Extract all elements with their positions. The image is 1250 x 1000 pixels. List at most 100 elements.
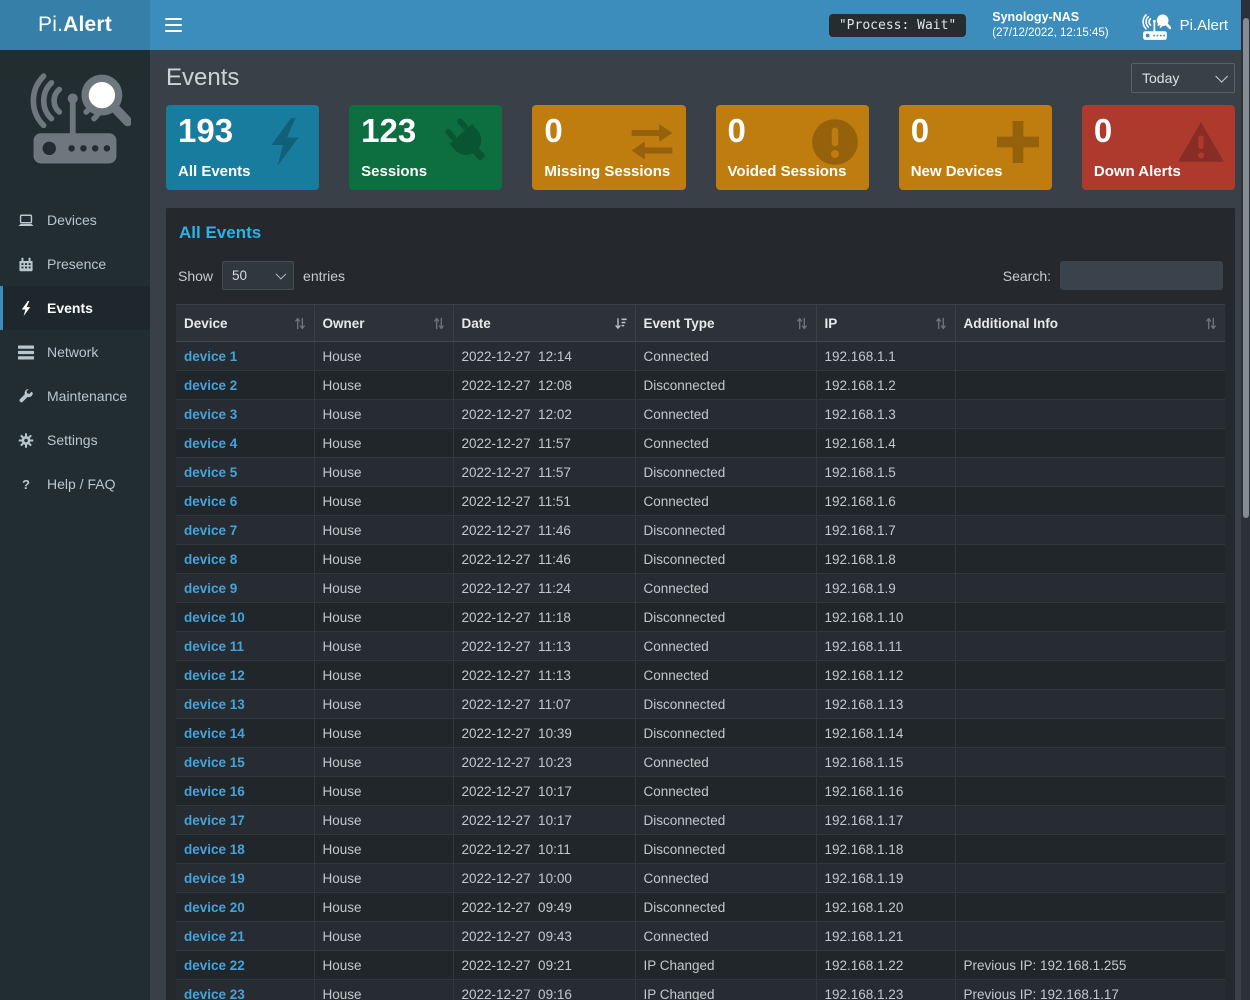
hamburger-menu-icon[interactable]	[150, 0, 196, 50]
sidebar-item-network[interactable]: Network	[0, 330, 150, 374]
sidebar-item-maintenance[interactable]: Maintenance	[0, 374, 150, 418]
ip-cell: 192.168.1.15	[815, 747, 955, 777]
ip-cell: 192.168.1.3	[815, 399, 955, 429]
device-link[interactable]: device 15	[184, 754, 245, 770]
event-type-cell: Connected	[634, 747, 816, 777]
ip-cell: 192.168.1.20	[815, 892, 955, 922]
owner-cell: House	[313, 834, 453, 864]
device-link[interactable]: device 1	[184, 348, 238, 364]
device-link[interactable]: device 6	[184, 493, 238, 509]
table-row: device 22 House 2022-12-27 09:21 IP Changed…	[176, 950, 1225, 980]
device-link[interactable]: device 21	[184, 928, 245, 944]
ip-cell: 192.168.1.11	[815, 631, 955, 661]
device-link[interactable]: device 7	[184, 522, 238, 538]
column-header-device[interactable]: Device	[176, 304, 314, 342]
stat-card-new-devices[interactable]: 0 New Devices	[898, 105, 1052, 190]
table-row: device 16 House 2022-12-27 10:17 Connected 1…	[176, 776, 1225, 806]
device-link[interactable]: device 12	[184, 667, 245, 683]
table-row: device 21 House 2022-12-27 09:43 Connected 1…	[176, 921, 1225, 951]
column-header-additional-info[interactable]: Additional Info	[954, 304, 1225, 342]
stat-card-down-alerts[interactable]: 0 Down Alerts	[1081, 105, 1236, 190]
additional-info-cell	[954, 602, 1225, 632]
plug-icon	[444, 118, 492, 166]
additional-info-cell	[954, 863, 1225, 893]
event-type-cell: Connected	[634, 921, 816, 951]
device-link[interactable]: device 9	[184, 580, 238, 596]
device-link[interactable]: device 14	[184, 725, 245, 741]
column-header-label: Date	[461, 315, 491, 331]
table-row: device 14 House 2022-12-27 10:39 Disconnect…	[176, 718, 1225, 748]
device-link[interactable]: device 23	[184, 986, 245, 1000]
device-link[interactable]: device 19	[184, 870, 245, 886]
sidebar-item-label: Events	[47, 300, 93, 316]
device-link[interactable]: device 13	[184, 696, 245, 712]
additional-info-cell	[954, 631, 1225, 661]
stat-card-missing-sessions[interactable]: 0 Missing Sessions	[532, 105, 686, 190]
stat-card-all-events[interactable]: 193 All Events	[166, 105, 320, 190]
date-cell: 2022-12-27 09:16	[452, 979, 635, 1000]
column-header-ip[interactable]: IP	[815, 304, 955, 342]
date-cell: 2022-12-27 11:57	[452, 457, 635, 487]
sidebar-item-devices[interactable]: Devices	[0, 198, 150, 242]
brand-prefix: Pi.	[38, 13, 64, 36]
column-header-date[interactable]: Date	[452, 304, 635, 342]
date-cell: 2022-12-27 11:13	[452, 660, 635, 690]
device-link[interactable]: device 20	[184, 899, 245, 915]
date-cell: 2022-12-27 11:57	[452, 428, 635, 458]
table-row: device 20 House 2022-12-27 09:49 Disconnect…	[176, 892, 1225, 922]
sidebar-item-label: Network	[47, 344, 99, 360]
additional-info-cell	[954, 834, 1225, 864]
question-icon: ?	[18, 476, 36, 492]
date-cell: 2022-12-27 11:18	[452, 602, 635, 632]
date-cell: 2022-12-27 10:17	[452, 805, 635, 835]
sidebar-item-settings[interactable]: Settings	[0, 418, 150, 462]
ip-cell: 192.168.1.5	[815, 457, 955, 487]
exchange-icon	[628, 118, 676, 166]
sidebar-item-events[interactable]: Events	[0, 286, 150, 330]
chevron-down-icon	[275, 268, 287, 280]
period-select[interactable]: Today	[1131, 63, 1235, 93]
navbar: "Process: Wait" Synology-NAS (27/12/2022…	[150, 0, 1250, 50]
event-type-cell: Disconnected	[634, 544, 816, 574]
chevron-down-icon	[1215, 69, 1228, 83]
vertical-scrollbar-track[interactable]	[1241, 0, 1250, 1000]
device-link[interactable]: device 8	[184, 551, 238, 567]
ip-cell: 192.168.1.18	[815, 834, 955, 864]
brand-logo[interactable]: Pi. Alert	[0, 0, 150, 50]
additional-info-cell	[954, 457, 1225, 487]
column-header-owner[interactable]: Owner	[313, 304, 453, 342]
device-link[interactable]: device 18	[184, 841, 245, 857]
device-link[interactable]: device 3	[184, 406, 238, 422]
device-link[interactable]: device 22	[184, 957, 245, 973]
owner-cell: House	[313, 457, 453, 487]
table-row: device 13 House 2022-12-27 11:07 Disconnect…	[176, 689, 1225, 719]
column-header-event-type[interactable]: Event Type	[634, 304, 816, 342]
table-header-row: Device Owner Date Event Type IP Additional In…	[176, 304, 1225, 342]
sidebar-item-help-faq[interactable]: ? Help / FAQ	[0, 462, 150, 506]
search-input[interactable]	[1060, 261, 1223, 290]
event-type-cell: Disconnected	[634, 457, 816, 487]
additional-info-cell	[954, 515, 1225, 545]
date-cell: 2022-12-27 11:51	[452, 486, 635, 516]
vertical-scrollbar-thumb[interactable]	[1242, 18, 1249, 518]
event-type-cell: Disconnected	[634, 834, 816, 864]
event-type-cell: Disconnected	[634, 892, 816, 922]
device-link[interactable]: device 4	[184, 435, 238, 451]
sidebar-item-presence[interactable]: Presence	[0, 242, 150, 286]
exclamation-icon	[811, 118, 859, 166]
additional-info-cell	[954, 573, 1225, 603]
page-length-select[interactable]: 50	[222, 261, 295, 290]
device-link[interactable]: device 10	[184, 609, 245, 625]
owner-cell: House	[313, 747, 453, 777]
device-link[interactable]: device 5	[184, 464, 238, 480]
device-link[interactable]: device 2	[184, 377, 238, 393]
stat-card-sessions[interactable]: 123 Sessions	[349, 105, 503, 190]
device-link[interactable]: device 16	[184, 783, 245, 799]
table-row: device 2 House 2022-12-27 12:08 Disconnecte…	[176, 370, 1225, 400]
device-link[interactable]: device 11	[184, 638, 245, 654]
event-type-cell: Disconnected	[634, 718, 816, 748]
device-link[interactable]: device 17	[184, 812, 245, 828]
stat-card-voided-sessions[interactable]: 0 Voided Sessions	[715, 105, 869, 190]
date-cell: 2022-12-27 12:02	[452, 399, 635, 429]
date-cell: 2022-12-27 12:08	[452, 370, 635, 400]
